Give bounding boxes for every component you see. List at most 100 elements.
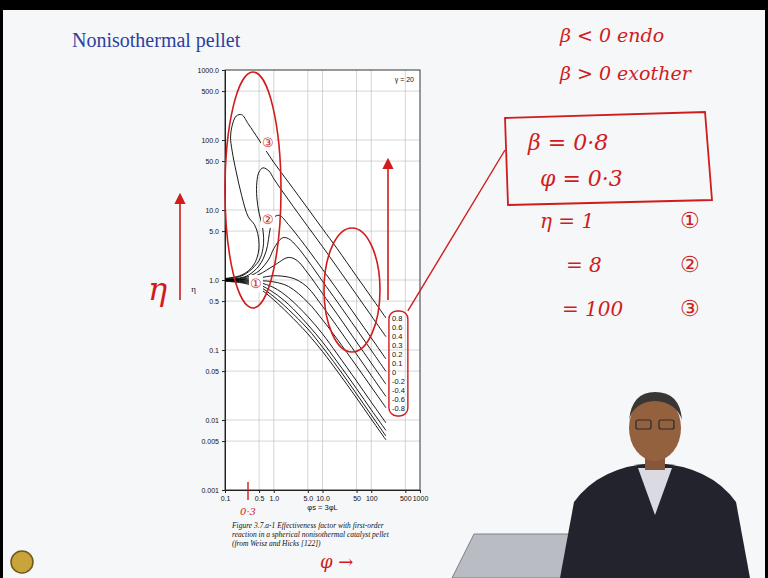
plot-frame [225, 70, 420, 490]
curves [225, 114, 386, 439]
annotation: η [148, 270, 167, 308]
annotation-text: ① [680, 208, 700, 233]
annotation-text: ② [680, 252, 700, 277]
curve [225, 276, 386, 397]
caption-line: (from Weisz and Hicks [122]) [232, 539, 321, 548]
x-tick-mark [259, 490, 260, 493]
annotation: ② [261, 211, 275, 228]
x-tick: 0.1 [221, 490, 231, 502]
legend-label: -0.6 [392, 395, 405, 404]
frame-left [0, 0, 3, 578]
x-tick-mark [371, 490, 372, 493]
annotation: = 8 [566, 253, 602, 277]
legend-label: 0.3 [392, 341, 402, 350]
ink-tick [247, 482, 248, 500]
annotation: 0·3 [240, 506, 256, 517]
annotation-text: ② [262, 212, 274, 227]
y-tick-mark [222, 140, 225, 141]
ink-loop [389, 311, 408, 416]
x-tick-label: 0.1 [221, 495, 231, 502]
x-tick-label: 1000 [413, 495, 429, 502]
annotation: β = 0·8 [527, 130, 608, 155]
ink-connector [408, 150, 505, 311]
annotation-text: β = 0·8 [527, 130, 608, 155]
y-tick-mark [222, 490, 225, 491]
legend-label: 0.4 [392, 332, 402, 341]
presenter-glasses [659, 420, 674, 429]
y-tick-label: 0.005 [201, 438, 219, 445]
x-tick-mark [308, 490, 309, 493]
y-tick: 10.0 [205, 207, 225, 214]
y-grid-line [225, 231, 420, 232]
annotation-patch [261, 134, 275, 151]
background [0, 0, 768, 578]
x-tick: 1.0 [269, 490, 279, 502]
x-tick: 5.0 [303, 490, 313, 502]
x-tick-label: 10.0 [316, 495, 330, 502]
annotation-text: β < 0 endo [559, 24, 664, 46]
y-grid-line [225, 210, 420, 211]
curve [225, 281, 386, 436]
legend-label: -0.4 [392, 386, 405, 395]
frame-right [765, 0, 768, 578]
y-tick: 50.0 [205, 158, 225, 165]
x-tick-mark [225, 490, 226, 493]
y-tick: 0.005 [201, 438, 225, 445]
y-tick-mark [222, 371, 225, 372]
y-tick: 500.0 [201, 88, 225, 95]
y-tick-mark [222, 280, 225, 281]
caption-line: reaction in a spherical nonisothermal ca… [232, 530, 390, 539]
y-tick: 0.5 [209, 298, 225, 305]
y-tick: 100.0 [201, 137, 225, 144]
y-tick-label: 0.05 [205, 368, 219, 375]
slide: Nonisothermal pellet1000.0500.0100.050.0… [0, 0, 768, 578]
x-axis-title: φs = 3φL [307, 503, 337, 512]
x-tick-mark [420, 490, 421, 493]
ink-box [505, 112, 712, 205]
x-tick-mark [405, 490, 406, 493]
y-tick-label: 1000.0 [198, 67, 220, 74]
y-tick-mark [222, 420, 225, 421]
y-tick: 1.0 [209, 277, 225, 284]
x-tick-label: 1.0 [269, 495, 279, 502]
grid [225, 70, 420, 490]
annotation: ③ [261, 134, 275, 151]
annotation-patch [261, 211, 275, 228]
presenter-hair [629, 392, 682, 420]
legend: 0.80.60.40.30.20.10-0.2-0.4-0.6-0.8 [392, 314, 405, 413]
curve [225, 237, 386, 371]
y-tick-label: 5.0 [209, 228, 219, 235]
logo [11, 551, 33, 573]
annotation-text: ③ [262, 135, 274, 150]
y-tick-mark [222, 210, 225, 211]
curve [225, 114, 386, 318]
annotation: ① [680, 208, 700, 233]
annotation-text: φ = 0·3 [540, 166, 623, 191]
ink-ellipse [225, 72, 281, 308]
y-tick: 0.05 [205, 368, 225, 375]
y-tick-label: 0.01 [205, 417, 219, 424]
y-axis-title: η [191, 284, 196, 294]
handwriting-shapes [180, 72, 712, 500]
x-tick-label: 0.5 [255, 495, 265, 502]
y-tick-mark [222, 441, 225, 442]
y-tick-label: 1.0 [209, 277, 219, 284]
y-grid-line [225, 301, 420, 302]
ink-arrow [387, 160, 389, 300]
y-grid-line [225, 350, 420, 351]
x-tick-mark [274, 490, 275, 493]
annotation-text: ① [250, 276, 262, 291]
x-tick-label: 500 [400, 495, 412, 502]
annotation: β > 0 exother [559, 62, 693, 84]
curve [225, 257, 386, 384]
annotation-text: = 100 [562, 297, 624, 321]
y-tick-label: 0.5 [209, 298, 219, 305]
x-tick-label: 50 [353, 495, 361, 502]
y-tick-mark [222, 231, 225, 232]
y-tick-mark [222, 70, 225, 71]
y-grid-line [225, 91, 420, 92]
annotation: β < 0 endo [559, 24, 664, 46]
y-grid-line [225, 420, 420, 421]
legend-label: 0.1 [392, 359, 402, 368]
annotation-text: η = 1 [540, 209, 594, 233]
